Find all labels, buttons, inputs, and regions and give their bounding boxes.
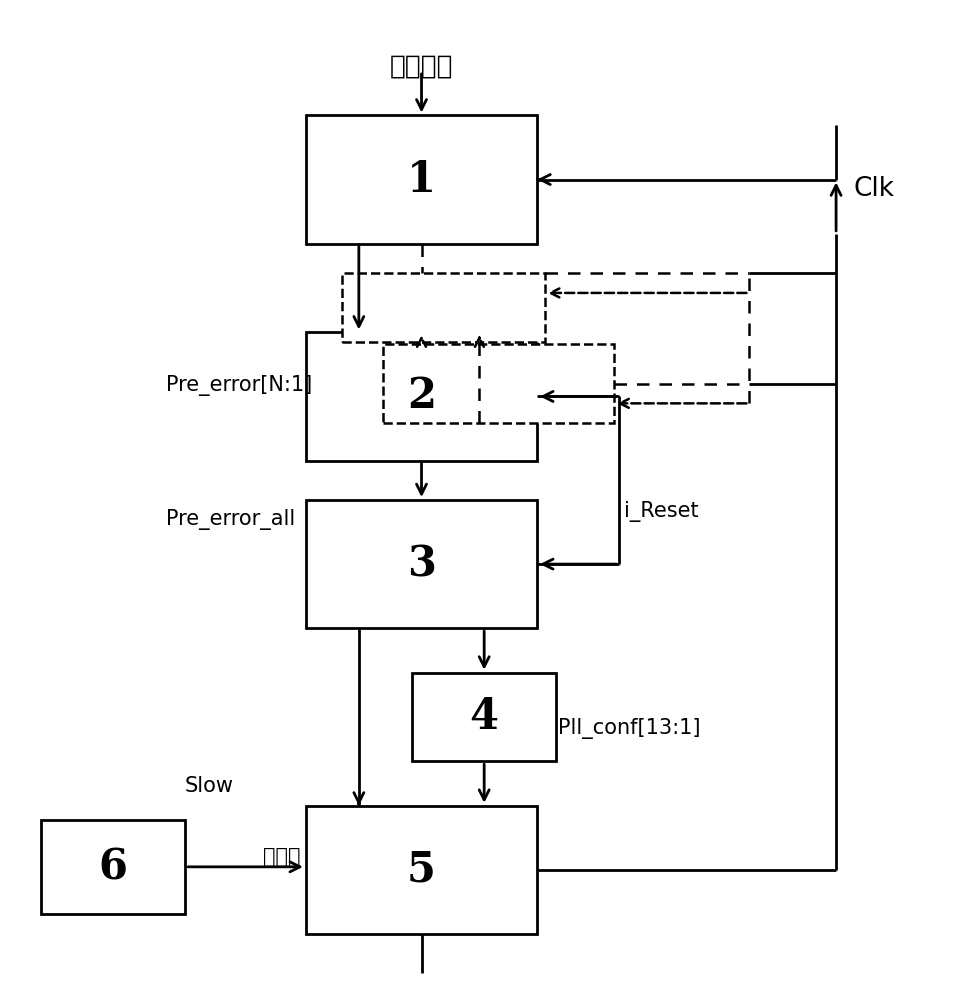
Bar <box>411 673 556 761</box>
Text: 输入数据: 输入数据 <box>390 53 452 79</box>
Text: Slow: Slow <box>185 776 234 796</box>
Text: Pll_conf[13:1]: Pll_conf[13:1] <box>558 718 701 739</box>
Text: 2: 2 <box>406 375 436 417</box>
Bar <box>342 273 544 342</box>
Text: 5: 5 <box>406 849 436 891</box>
Text: Pre_error[N:1]: Pre_error[N:1] <box>166 375 312 396</box>
Text: 1: 1 <box>406 159 436 201</box>
Bar <box>306 115 536 244</box>
Text: Clk: Clk <box>853 176 894 202</box>
Text: 4: 4 <box>469 696 498 738</box>
Text: i_Reset: i_Reset <box>623 501 698 522</box>
Bar <box>383 344 614 423</box>
Bar <box>306 806 536 934</box>
Bar <box>41 820 185 914</box>
Text: 3: 3 <box>406 543 436 585</box>
Text: 占空比: 占空比 <box>263 847 300 867</box>
Bar <box>306 500 536 628</box>
Text: Pre_error_all: Pre_error_all <box>166 509 295 530</box>
Text: 6: 6 <box>99 846 127 888</box>
Bar <box>306 332 536 461</box>
